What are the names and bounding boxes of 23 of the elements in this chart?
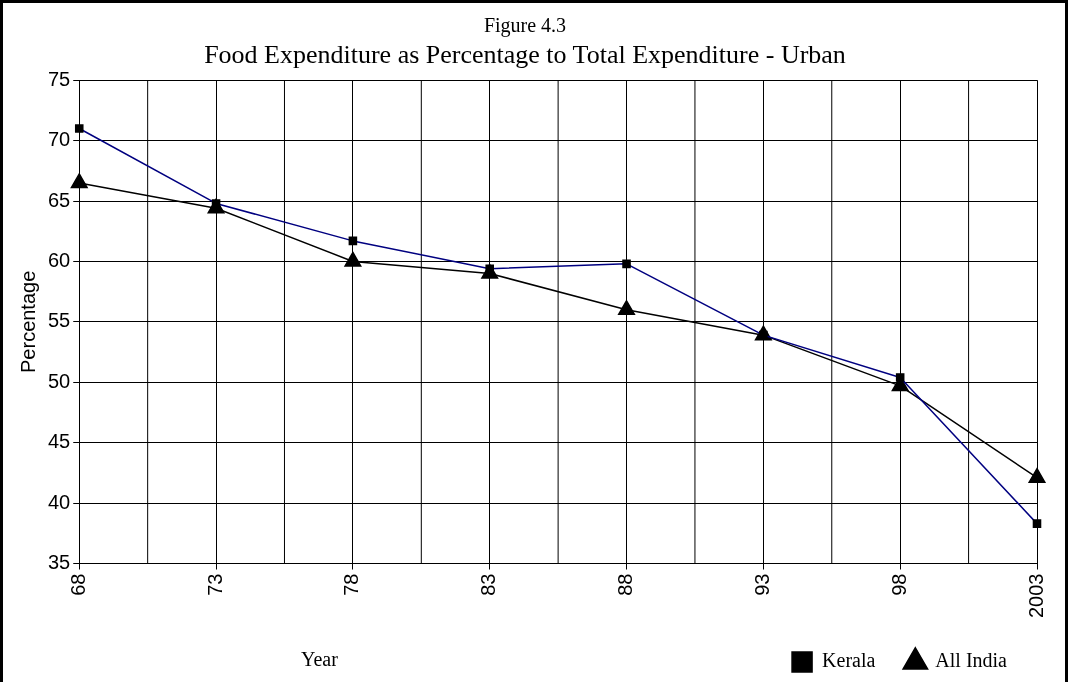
y-tick-label: 65 <box>48 188 71 211</box>
y-tick-label: 60 <box>48 248 71 271</box>
legend-label: Kerala <box>822 649 876 672</box>
x-tick-label: 68 <box>66 573 89 596</box>
chart-title: Figure 4.3 <box>483 14 567 38</box>
x-tick-label: 83 <box>477 573 500 596</box>
x-tick-label: 98 <box>887 573 910 596</box>
y-tick-label: 70 <box>48 128 71 151</box>
y-tick-label: 75 <box>48 67 71 90</box>
y-tick-label: 35 <box>48 551 71 574</box>
chart-subtitle: Food Expenditure as Percentage to Total Expenditure - Urban <box>204 40 846 70</box>
y-tick-label: 40 <box>48 490 71 513</box>
y-tick-label: 45 <box>48 430 71 453</box>
x-tick-label: 88 <box>614 573 637 596</box>
x-tick-label: 73 <box>203 573 226 596</box>
x-tick-label: 78 <box>340 573 363 596</box>
legend-label: All India <box>935 649 1008 672</box>
x-axis-title: Year <box>301 648 338 671</box>
x-tick-label: 2003 <box>1024 573 1047 619</box>
y-axis-title: Percentage <box>16 270 39 373</box>
y-tick-label: 50 <box>48 369 71 392</box>
y-tick-label: 55 <box>48 309 71 332</box>
x-tick-label: 93 <box>750 573 773 596</box>
